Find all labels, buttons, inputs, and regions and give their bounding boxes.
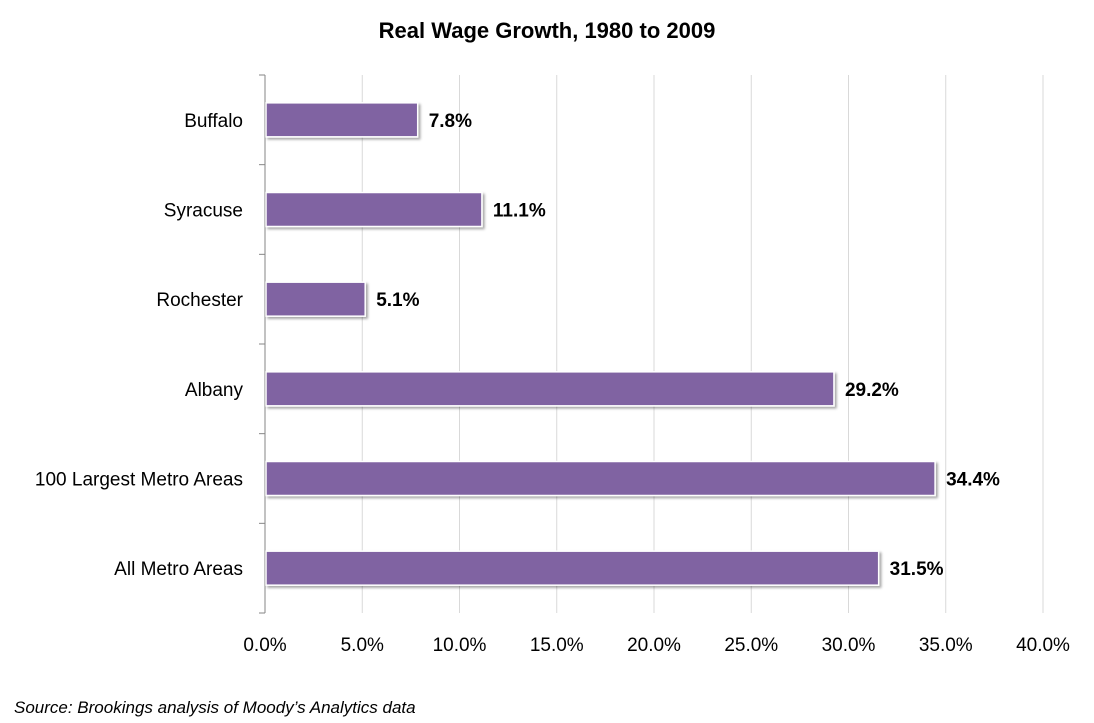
axes	[259, 74, 266, 614]
x-tick-label: 20.0%	[627, 635, 681, 656]
data-label: 11.1%	[493, 201, 546, 222]
category-label: All Metro Areas	[114, 559, 243, 580]
data-label: 31.5%	[890, 559, 944, 580]
data-label: 34.4%	[946, 470, 1000, 491]
data-label: 5.1%	[376, 290, 419, 311]
x-tick-label: 30.0%	[822, 635, 876, 656]
x-tick-label: 0.0%	[243, 635, 286, 656]
labels: 0.0% 5.0% 10.0% 15.0% 20.0% 25.0% 30.0% 35.0% 40…	[35, 111, 1070, 656]
x-tick-label: 25.0%	[724, 635, 778, 656]
category-label: Albany	[185, 380, 244, 401]
bar	[265, 550, 880, 586]
bar	[265, 371, 835, 407]
chart-title: Real Wage Growth, 1980 to 2009	[378, 18, 716, 43]
x-tick-label: 35.0%	[919, 635, 973, 656]
x-tick-label: 40.0%	[1016, 635, 1070, 656]
gridlines	[361, 75, 1044, 613]
bar	[265, 102, 419, 138]
bar	[265, 460, 936, 497]
category-label: Buffalo	[184, 111, 243, 132]
data-label: 29.2%	[845, 380, 899, 401]
bar	[265, 281, 366, 317]
category-label: Rochester	[156, 290, 243, 311]
data-label: 7.8%	[429, 111, 472, 132]
category-label: 100 Largest Metro Areas	[35, 470, 243, 491]
x-tick-label: 15.0%	[530, 635, 584, 656]
x-tick-label: 10.0%	[433, 635, 487, 656]
category-label: Syracuse	[164, 201, 243, 222]
bars	[265, 102, 936, 586]
source-note: Source: Brookings analysis of Moody’s An…	[14, 698, 416, 717]
x-tick-label: 5.0%	[341, 635, 384, 656]
bar	[265, 191, 483, 228]
